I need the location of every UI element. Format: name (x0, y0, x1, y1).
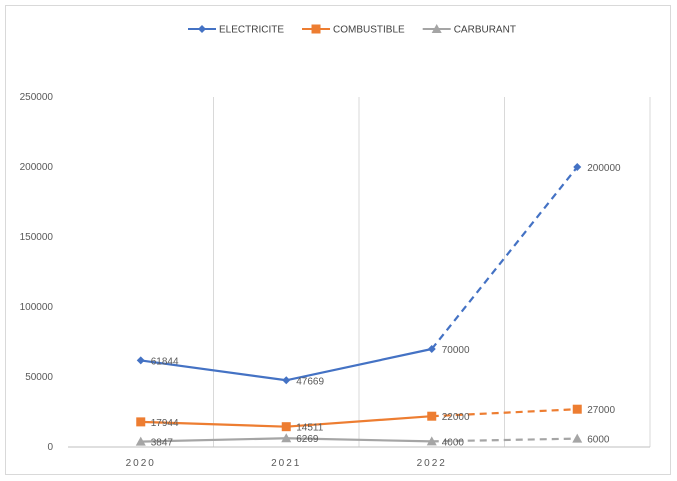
data-label: 4000 (442, 437, 465, 448)
legend: ELECTRICITE COMBUSTIBLE CARBURANT (188, 24, 516, 36)
y-axis-ticks: 0 50000 100000 150000 200000 250000 (20, 92, 54, 453)
legend-label: CARBURANT (454, 25, 516, 36)
series-line-projected (430, 166, 579, 350)
y-tick-label: 250000 (20, 92, 54, 103)
legend-item-combustible: COMBUSTIBLE (302, 24, 405, 36)
data-label: 61844 (151, 356, 179, 367)
data-label: 6269 (296, 434, 319, 445)
data-point-diamond (573, 163, 582, 171)
data-point-triangle (431, 24, 442, 33)
y-tick-label: 0 (47, 442, 53, 453)
data-label: 17944 (151, 418, 179, 429)
data-point-diamond (282, 376, 291, 385)
legend-label: ELECTRICITE (219, 25, 284, 36)
legend-label: COMBUSTIBLE (333, 25, 405, 36)
data-label: 3847 (151, 438, 174, 449)
x-tick-label: 2020 (126, 458, 156, 469)
series-carburant (135, 433, 583, 446)
series-line-actual (140, 347, 432, 382)
data-point-triangle (426, 436, 437, 446)
y-tick-label: 100000 (20, 302, 54, 313)
series-line-projected (431, 437, 578, 443)
data-point-square (572, 404, 582, 414)
data-point-square (281, 422, 291, 432)
x-axis-ticks: 2020 2021 2022 (126, 458, 447, 469)
y-tick-label: 50000 (25, 372, 53, 383)
chart-frame (5, 5, 671, 475)
data-label: 22000 (442, 412, 470, 423)
data-point-square (427, 411, 437, 421)
legend-item-carburant: CARBURANT (422, 24, 516, 36)
data-point-diamond (136, 356, 145, 365)
data-point-square (311, 24, 321, 34)
series-line-projected (431, 408, 578, 418)
legend-item-electricite: ELECTRICITE (188, 25, 284, 36)
data-point-square (136, 417, 146, 427)
gridlines (213, 97, 651, 447)
y-tick-label: 150000 (20, 232, 54, 243)
x-tick-label: 2022 (417, 458, 447, 469)
x-tick-label: 2021 (271, 458, 301, 469)
data-label: 6000 (587, 435, 610, 446)
data-labels: 61844 47669 70000 200000 17944 14511 22000 2700… (151, 163, 621, 449)
series-layer (135, 163, 583, 446)
data-label: 14511 (296, 423, 324, 434)
data-point-triangle (572, 433, 583, 443)
data-label: 200000 (587, 163, 621, 174)
data-point-triangle (135, 436, 146, 446)
data-label: 47669 (296, 376, 324, 387)
series-electricite (136, 163, 582, 385)
data-label: 70000 (442, 345, 470, 356)
data-label: 27000 (587, 405, 615, 416)
y-tick-label: 200000 (20, 162, 54, 173)
data-point-diamond (427, 345, 436, 353)
data-point-diamond (198, 25, 206, 33)
data-point-triangle (281, 433, 292, 443)
series-combustible (136, 404, 582, 432)
